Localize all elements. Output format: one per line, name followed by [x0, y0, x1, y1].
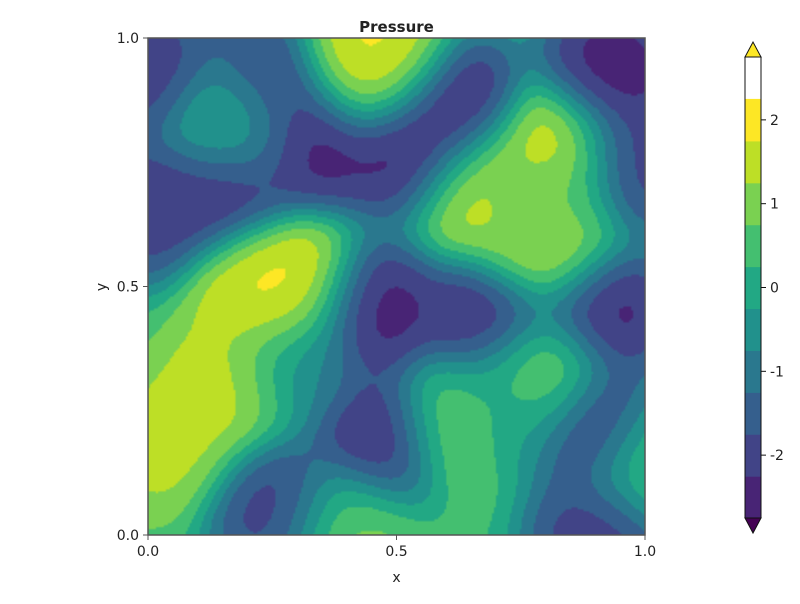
contour-field-image	[148, 38, 645, 535]
y-tick-label: 1.0	[117, 31, 139, 47]
colorbar-extend-max	[744, 40, 762, 58]
x-tick-label: 0.0	[137, 544, 159, 560]
x-axis: 0.0 0.5 1.0	[137, 535, 656, 560]
x-axis-label: x	[392, 570, 400, 586]
colorbar-segment	[745, 434, 761, 477]
contour-field	[148, 38, 645, 535]
colorbar-segment	[745, 98, 761, 142]
colorbar-segment	[745, 182, 761, 226]
colorbar-segment	[745, 350, 761, 393]
x-tick-label: 0.5	[385, 544, 407, 560]
y-tick-label: 0.5	[117, 280, 139, 296]
colorbar-segment	[745, 266, 761, 310]
x-tick-label: 1.0	[634, 544, 656, 560]
colorbar-tick-label: -2	[770, 448, 784, 464]
colorbar-segment	[745, 476, 761, 519]
colorbar-segment	[745, 224, 761, 268]
y-axis: 0.0 0.5 1.0	[117, 31, 148, 544]
colorbar-tick-label: 0	[770, 281, 779, 297]
y-axis-label: y	[94, 283, 110, 291]
colorbar-segment	[745, 392, 761, 435]
y-tick-label: 0.0	[117, 528, 139, 544]
chart-title: Pressure	[359, 18, 434, 36]
colorbar-tick-label: -1	[770, 364, 784, 380]
colorbar: -2 -1 0 1 2	[744, 40, 784, 535]
colorbar-extend-min	[744, 517, 762, 535]
colorbar-tick-label: 2	[770, 113, 779, 129]
colorbar-segment	[745, 140, 761, 184]
colorbar-tick-label: 1	[770, 197, 779, 213]
colorbar-segment	[745, 308, 761, 351]
